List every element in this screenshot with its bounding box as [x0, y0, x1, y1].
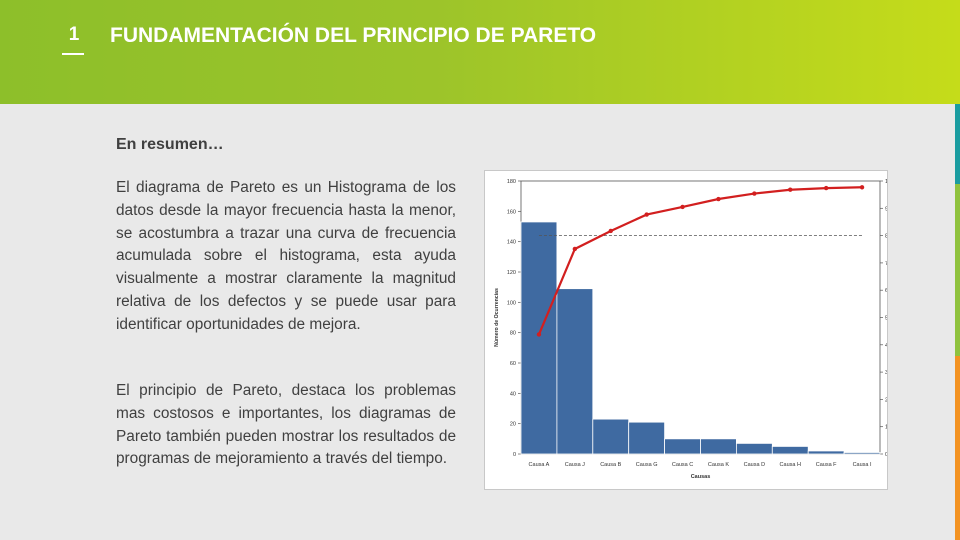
bar-7	[735, 442, 773, 455]
cumulative-point-1	[536, 332, 542, 337]
y2-tick-label: 50,00%	[885, 316, 887, 322]
bar-1	[520, 221, 558, 455]
x-tick-label: Causa F	[816, 462, 837, 468]
bar-10	[843, 452, 881, 455]
pareto-chart: 0 20 40 60 80 100 120 140 160 180 0,00% 10,00% 20,00…	[484, 170, 907, 490]
y-tick-label: 40	[510, 391, 516, 397]
y2-tick-label: 80,00%	[885, 234, 887, 240]
y-tick-label: 120	[507, 270, 516, 276]
y-axis-label: Número de Ocurrencias	[494, 288, 500, 347]
y-tick-label: 0	[513, 452, 516, 458]
y2-tick-label: 20,00%	[885, 397, 887, 403]
y-tick-label: 20	[510, 422, 516, 428]
x-tick-label: Causa G	[636, 462, 658, 468]
cumulative-point-3	[608, 228, 613, 234]
edge-accent-teal	[955, 104, 960, 184]
bar-8	[771, 446, 809, 455]
paragraph-definition: El diagrama de Pareto es un Histograma d…	[116, 179, 456, 333]
y-tick-label: 80	[510, 331, 516, 337]
pareto-chart-svg: 0 20 40 60 80 100 120 140 160 180 0,00% 10,00% 20,00…	[494, 179, 907, 480]
y2-tick-label: 10,00%	[885, 425, 887, 431]
y-tick-label: 100	[507, 300, 516, 306]
y2-tick-label: 0,00%	[885, 452, 887, 458]
cumulative-point-8	[788, 187, 793, 192]
bar-6	[700, 438, 737, 455]
cumulative-line	[537, 186, 863, 335]
x-tick-label: Causa A	[529, 462, 550, 468]
bar-4	[628, 421, 665, 455]
section-number: 1	[68, 24, 80, 45]
y2-tick-label: 40,00%	[885, 343, 887, 349]
x-tick-label: Causa B	[600, 462, 621, 468]
cumulative-point-7	[752, 191, 757, 196]
cumulative-point-6	[716, 196, 721, 202]
cumulative-point-2	[572, 246, 578, 252]
bar-5	[664, 438, 701, 455]
x-tick-label: Causa D	[744, 462, 765, 468]
cumulative-point-9	[823, 185, 829, 191]
edge-accent-green	[955, 184, 960, 356]
edge-accent-orange	[955, 356, 960, 540]
x-tick-label: Causa C	[672, 462, 693, 468]
y2-tick-label: 100,00%	[885, 179, 887, 185]
cumulative-point-10	[859, 185, 865, 190]
cumulative-point-5	[680, 204, 685, 210]
y2-tick-label: 60,00%	[885, 288, 887, 294]
y2-tick-label: 90,00%	[885, 206, 887, 212]
bar-9	[807, 450, 845, 455]
cumulative-point-4	[644, 212, 649, 217]
x-tick-label: Causa J	[565, 462, 585, 468]
x-tick-label: Causa H	[780, 462, 801, 468]
y-tick-label: 60	[510, 361, 516, 367]
paragraph-principle: El principio de Pareto, destaca los prob…	[116, 382, 456, 468]
y-tick-label: 180	[507, 179, 516, 185]
x-tick-label: Causa K	[708, 462, 729, 468]
y2-tick-label: 30,00%	[885, 370, 887, 376]
section-number-underline	[62, 53, 84, 55]
x-tick-label: Causa I	[853, 462, 872, 468]
x-axis-label: Causas	[691, 474, 711, 480]
section-subtitle: En resumen…	[116, 136, 224, 153]
bar-3	[592, 418, 630, 455]
header-banner: 1 FUNDAMENTACIÓN DEL PRINCIPIO DE PARETO	[0, 0, 960, 104]
y-tick-label: 160	[507, 209, 516, 215]
y-tick-label: 140	[507, 240, 516, 246]
y2-tick-label: 70,00%	[885, 261, 887, 267]
page-title: FUNDAMENTACIÓN DEL PRINCIPIO DE PARETO	[110, 24, 597, 47]
bar-2	[556, 288, 594, 455]
